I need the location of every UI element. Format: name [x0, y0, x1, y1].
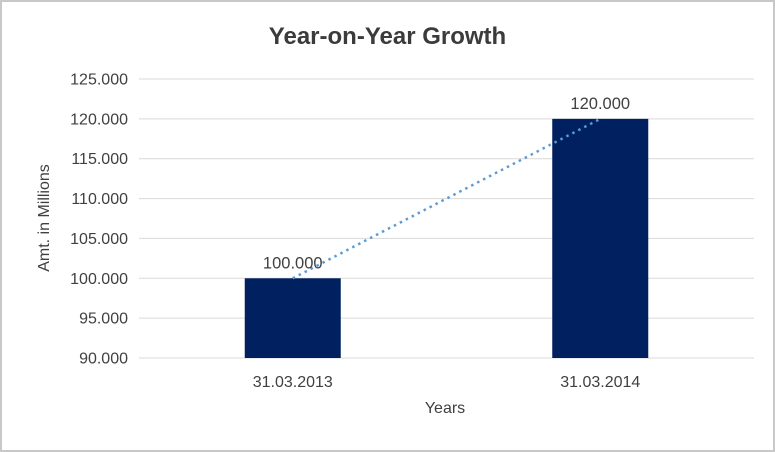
y-tick-label: 105.000 — [70, 231, 128, 248]
bar-data-label: 120.000 — [570, 95, 630, 113]
y-tick-label: 115.000 — [71, 151, 128, 168]
y-tick-label: 90.000 — [79, 351, 128, 368]
x-axis-title: Years — [424, 400, 466, 417]
y-tick-label: 120.000 — [70, 111, 128, 128]
trendline — [292, 117, 601, 280]
x-tick-label: 31.03.2014 — [560, 374, 640, 391]
chart-title: Year-on-Year Growth — [268, 23, 507, 50]
x-tick-label: 31.03.2013 — [253, 374, 333, 391]
y-tick-label: 100.000 — [70, 271, 128, 288]
bar-data-label: 100.000 — [263, 254, 323, 272]
bar — [244, 278, 341, 358]
y-tick-label: 125.000 — [70, 72, 128, 89]
y-tick-label: 110.000 — [71, 191, 128, 208]
bar — [552, 118, 649, 358]
y-tick-label: 95.000 — [79, 311, 128, 328]
